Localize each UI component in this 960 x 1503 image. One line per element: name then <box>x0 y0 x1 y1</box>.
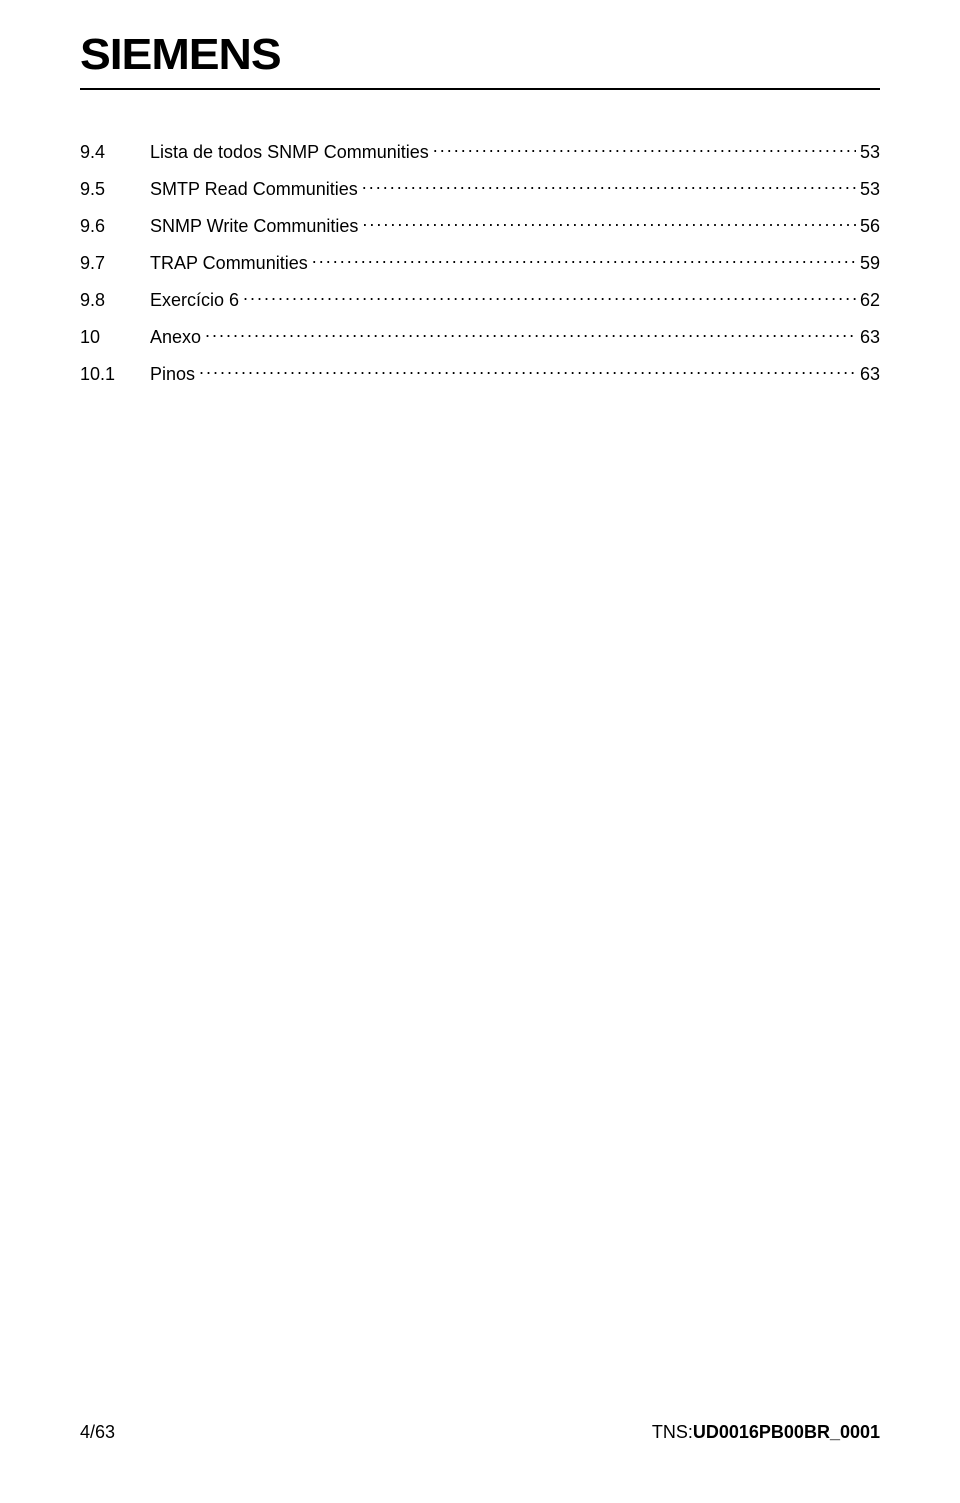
toc-entry: 9.6 SNMP Write Communities 56 <box>80 214 880 237</box>
toc-leader-dots <box>312 251 856 269</box>
toc-number: 9.7 <box>80 253 150 274</box>
toc-page: 62 <box>860 290 880 311</box>
toc-number: 9.6 <box>80 216 150 237</box>
toc-leader-dots <box>362 214 856 232</box>
toc-title: TRAP Communities <box>150 253 308 274</box>
toc-page: 63 <box>860 364 880 385</box>
page-container: SIEMENS 9.4 Lista de todos SNMP Communit… <box>0 0 960 1503</box>
toc-leader-dots <box>199 362 856 380</box>
toc-leader-dots <box>205 325 856 343</box>
toc-entry: 9.5 SMTP Read Communities 53 <box>80 177 880 200</box>
toc-title: SNMP Write Communities <box>150 216 358 237</box>
toc-title: Pinos <box>150 364 195 385</box>
table-of-contents: 9.4 Lista de todos SNMP Communities 53 9… <box>80 140 880 385</box>
document-reference: TNS:UD0016PB00BR_0001 <box>652 1422 880 1443</box>
toc-entry: 9.7 TRAP Communities 59 <box>80 251 880 274</box>
toc-leader-dots <box>433 140 856 158</box>
page-footer: 4/63 TNS:UD0016PB00BR_0001 <box>80 1422 880 1443</box>
doc-code: UD0016PB00BR_0001 <box>693 1422 880 1442</box>
toc-number: 9.5 <box>80 179 150 200</box>
toc-number: 9.8 <box>80 290 150 311</box>
toc-number: 9.4 <box>80 142 150 163</box>
toc-page: 59 <box>860 253 880 274</box>
siemens-logo: SIEMENS <box>80 30 920 80</box>
toc-title: Lista de todos SNMP Communities <box>150 142 429 163</box>
toc-page: 63 <box>860 327 880 348</box>
toc-number: 10.1 <box>80 364 150 385</box>
toc-leader-dots <box>362 177 856 195</box>
toc-leader-dots <box>243 288 856 306</box>
toc-entry: 9.4 Lista de todos SNMP Communities 53 <box>80 140 880 163</box>
toc-page: 53 <box>860 179 880 200</box>
doc-label: TNS: <box>652 1422 693 1442</box>
toc-entry: 10 Anexo 63 <box>80 325 880 348</box>
toc-title: Anexo <box>150 327 201 348</box>
toc-page: 53 <box>860 142 880 163</box>
toc-page: 56 <box>860 216 880 237</box>
toc-number: 10 <box>80 327 150 348</box>
toc-title: Exercício 6 <box>150 290 239 311</box>
toc-entry: 10.1 Pinos 63 <box>80 362 880 385</box>
page-indicator: 4/63 <box>80 1422 115 1443</box>
toc-entry: 9.8 Exercício 6 62 <box>80 288 880 311</box>
toc-title: SMTP Read Communities <box>150 179 358 200</box>
header-divider <box>80 88 880 90</box>
